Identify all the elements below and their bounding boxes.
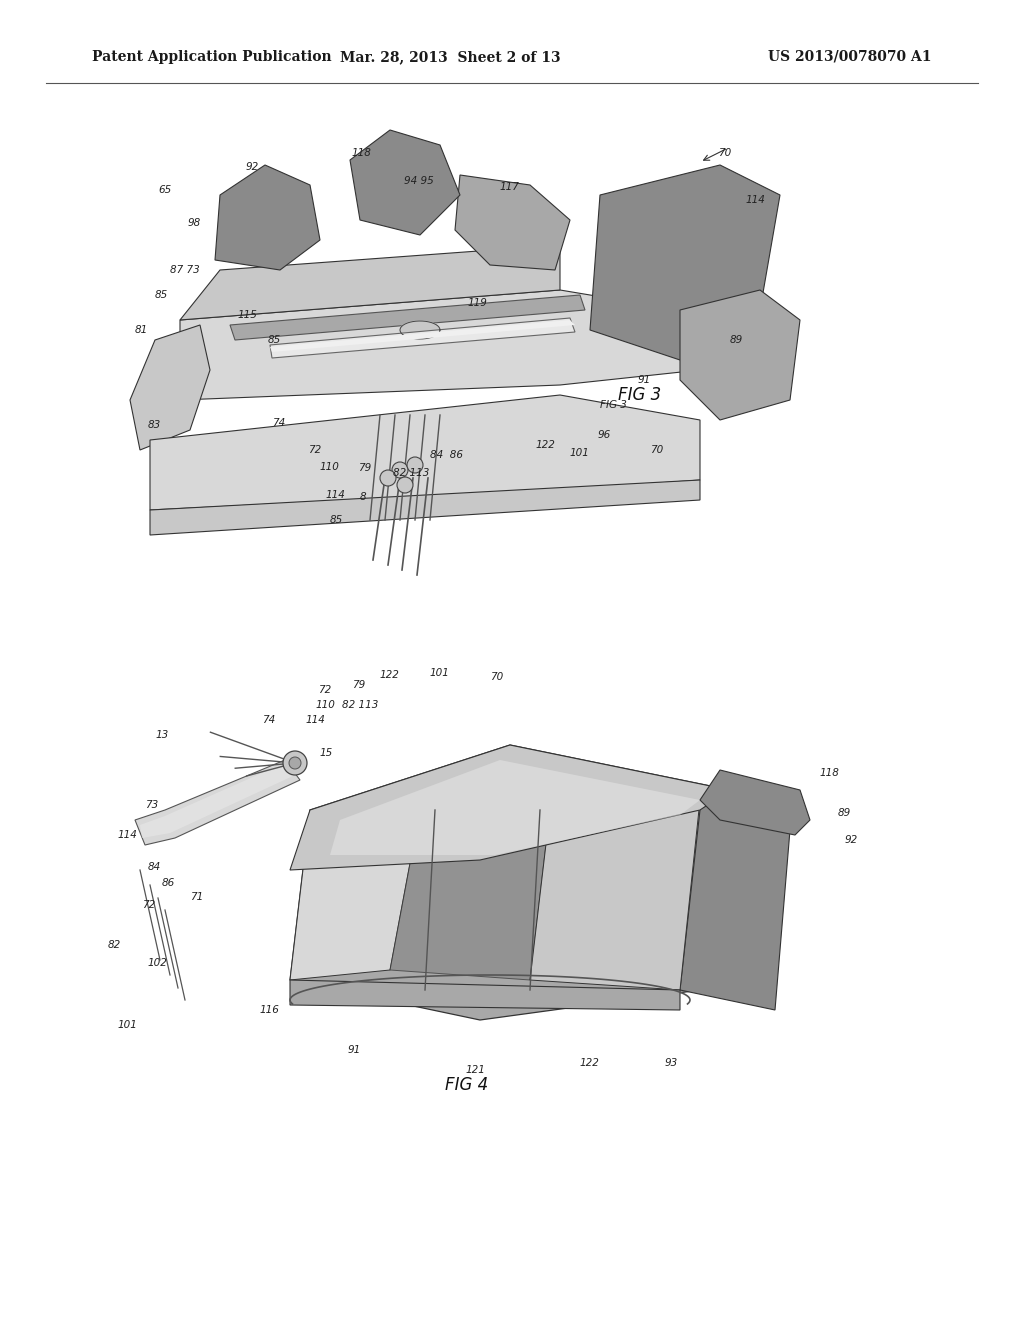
Polygon shape <box>680 800 790 1010</box>
Text: 92: 92 <box>246 162 259 172</box>
Text: 91: 91 <box>348 1045 361 1055</box>
Text: 65: 65 <box>158 185 171 195</box>
Polygon shape <box>400 321 440 339</box>
Text: 114: 114 <box>325 490 345 500</box>
Text: 94 95: 94 95 <box>404 176 434 186</box>
Text: 85: 85 <box>268 335 282 345</box>
Text: 84: 84 <box>148 862 161 873</box>
Text: 85: 85 <box>155 290 168 300</box>
Polygon shape <box>290 979 680 1010</box>
Text: 101: 101 <box>118 1020 138 1030</box>
Text: 96: 96 <box>598 430 611 440</box>
Text: 117: 117 <box>500 182 520 191</box>
Polygon shape <box>455 176 570 271</box>
Text: 118: 118 <box>820 768 840 777</box>
Polygon shape <box>130 325 210 450</box>
Text: 91: 91 <box>638 375 651 385</box>
Text: 101: 101 <box>430 668 450 678</box>
Polygon shape <box>290 744 730 870</box>
Circle shape <box>407 457 423 473</box>
Circle shape <box>397 477 413 492</box>
Polygon shape <box>230 294 585 341</box>
Text: FIG 4: FIG 4 <box>445 1076 488 1094</box>
Polygon shape <box>680 290 800 420</box>
Text: 74: 74 <box>272 418 286 428</box>
Text: 71: 71 <box>190 892 203 902</box>
Polygon shape <box>700 770 810 836</box>
Text: Patent Application Publication: Patent Application Publication <box>92 50 332 63</box>
Text: Mar. 28, 2013  Sheet 2 of 13: Mar. 28, 2013 Sheet 2 of 13 <box>340 50 561 63</box>
Text: US 2013/0078070 A1: US 2013/0078070 A1 <box>768 50 932 63</box>
Polygon shape <box>290 810 420 979</box>
Text: 102: 102 <box>148 958 168 968</box>
Text: 122: 122 <box>535 440 555 450</box>
Text: 121: 121 <box>465 1065 485 1074</box>
Polygon shape <box>180 290 700 400</box>
Text: 81: 81 <box>135 325 148 335</box>
Text: 119: 119 <box>468 298 487 308</box>
Circle shape <box>283 751 307 775</box>
Text: 73: 73 <box>145 800 159 810</box>
Polygon shape <box>180 246 560 319</box>
Circle shape <box>380 470 396 486</box>
Polygon shape <box>150 480 700 535</box>
Text: 15: 15 <box>319 748 333 758</box>
Text: 114: 114 <box>745 195 765 205</box>
Text: 83: 83 <box>148 420 161 430</box>
Text: 114: 114 <box>118 830 138 840</box>
Polygon shape <box>135 760 300 845</box>
Text: 110: 110 <box>315 700 335 710</box>
Polygon shape <box>215 165 319 271</box>
Text: 74: 74 <box>262 715 275 725</box>
Text: 89: 89 <box>838 808 851 818</box>
Polygon shape <box>150 395 700 510</box>
Polygon shape <box>530 800 700 990</box>
Text: 8: 8 <box>360 492 367 502</box>
Circle shape <box>289 756 301 770</box>
Text: 70: 70 <box>490 672 503 682</box>
Text: 82 113: 82 113 <box>342 700 379 710</box>
Text: 79: 79 <box>352 680 366 690</box>
Text: 116: 116 <box>260 1005 280 1015</box>
Polygon shape <box>390 810 550 979</box>
Text: 72: 72 <box>142 900 156 909</box>
Polygon shape <box>590 165 780 360</box>
Text: 118: 118 <box>352 148 372 158</box>
Text: 79: 79 <box>358 463 372 473</box>
Text: 72: 72 <box>318 685 331 696</box>
Text: 87 73: 87 73 <box>170 265 200 275</box>
Text: 114: 114 <box>305 715 325 725</box>
Polygon shape <box>270 318 575 358</box>
Text: 93: 93 <box>665 1059 678 1068</box>
Text: 13: 13 <box>155 730 168 741</box>
Polygon shape <box>290 744 730 1020</box>
Text: FIG 3: FIG 3 <box>618 385 662 404</box>
Polygon shape <box>270 319 575 352</box>
Polygon shape <box>140 766 295 838</box>
Text: 122: 122 <box>380 671 400 680</box>
Text: 86: 86 <box>162 878 175 888</box>
Text: 122: 122 <box>580 1059 600 1068</box>
Circle shape <box>392 462 408 478</box>
Text: 85: 85 <box>330 515 343 525</box>
Text: 101: 101 <box>570 447 590 458</box>
Text: 92: 92 <box>845 836 858 845</box>
Text: 89: 89 <box>730 335 743 345</box>
Text: 72: 72 <box>308 445 322 455</box>
Text: 70: 70 <box>650 445 664 455</box>
Text: 115: 115 <box>238 310 258 319</box>
Text: 70: 70 <box>718 148 731 158</box>
Text: 84  86: 84 86 <box>430 450 463 459</box>
Text: 82: 82 <box>108 940 121 950</box>
Polygon shape <box>330 760 700 855</box>
Text: 110: 110 <box>319 462 340 473</box>
Polygon shape <box>350 129 460 235</box>
Text: 98: 98 <box>188 218 202 228</box>
Text: 82 113: 82 113 <box>393 469 429 478</box>
Text: FIG 3: FIG 3 <box>600 400 627 411</box>
